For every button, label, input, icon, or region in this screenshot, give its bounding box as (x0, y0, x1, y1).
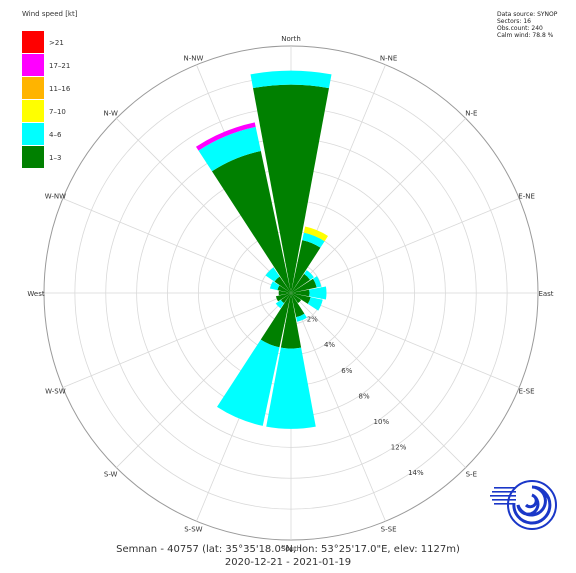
sector-n-nw-band-1 (211, 151, 291, 293)
sector-s-w-band-1 (280, 293, 291, 304)
info-line-source: Data source: SYNOP (497, 11, 558, 18)
info-block: Data source: SYNOP Sectors: 16 Obs.count… (497, 11, 558, 39)
direction-label-n-nw: N-NW (183, 54, 203, 62)
legend: Wind speed [kt] >21 17–21 11–16 7–10 4–6 1–3 (22, 10, 78, 168)
legend-swatch (22, 31, 44, 53)
direction-label-n-w: N-W (103, 110, 117, 118)
direction-label-s-w: S-W (104, 470, 118, 478)
direction-label-north: North (281, 35, 301, 43)
direction-label-n-e: N-E (465, 110, 477, 118)
sector-w-nw-band-1 (277, 285, 291, 293)
legend-label: >21 (49, 39, 64, 47)
sector-n-w-band-1 (274, 276, 291, 293)
legend-label: 7–10 (49, 108, 66, 116)
sector-south-band-2 (266, 347, 316, 429)
legend-label: 1–3 (49, 154, 61, 162)
info-line-obs-count: Obs.count: 240 (497, 25, 543, 32)
direction-label-w-nw: W-NW (45, 192, 66, 200)
ring-label: 10% (374, 418, 390, 426)
sector-s-sw-band-1 (260, 293, 291, 348)
station-caption: Semnan - 40757 (lat: 35°35'18.0"N, lon: … (116, 544, 460, 555)
sector-n-e-band-1 (291, 273, 311, 293)
direction-label-s-se: S-SE (381, 526, 397, 534)
direction-label-n-ne: N-NE (380, 54, 397, 62)
legend-label: 11–16 (49, 85, 71, 93)
sector-north-band-1 (253, 84, 329, 293)
legend-swatch (22, 77, 44, 99)
direction-label-w-sw: W-SW (45, 388, 66, 396)
ring-label: 6% (341, 367, 352, 375)
sector-n-nw-band-5 (195, 122, 256, 151)
legend-swatch (22, 100, 44, 122)
direction-label-e-se: E-SE (519, 388, 535, 396)
legend-items: >21 17–21 11–16 7–10 4–6 1–3 (22, 31, 71, 168)
grid-spoke (290, 292, 386, 522)
sector-north-band-2 (250, 70, 332, 89)
sector-s-se-band-2 (296, 313, 307, 322)
sector-n-nw-band-2 (198, 126, 261, 172)
grid-spoke (290, 292, 520, 388)
meteorological-organization-logo-icon (490, 480, 557, 530)
legend-swatch (22, 146, 44, 168)
sector-e-se-band-1 (291, 293, 311, 304)
sector-n-ne-band-2 (302, 232, 325, 248)
sector-n-ne-band-3 (303, 226, 328, 242)
ring-labels: 2% 4% 6% 8% 10% 12% 14% (307, 316, 424, 478)
sector-n-w-band-2 (265, 267, 280, 282)
sector-south-band-1 (280, 293, 302, 349)
legend-title: Wind speed [kt] (22, 10, 78, 18)
ring-label: 8% (359, 392, 370, 400)
sector-n-ne-band-1 (291, 240, 321, 293)
direction-label-south: South (281, 545, 301, 553)
direction-label-s-sw: S-SW (184, 526, 202, 534)
direction-label-east: East (538, 290, 553, 298)
sector-e-ne-band-1 (291, 278, 317, 293)
ring-label: 14% (408, 469, 424, 477)
legend-label: 4–6 (49, 131, 62, 139)
direction-label-west: West (27, 290, 44, 298)
ring-label: 12% (391, 444, 407, 452)
legend-swatch (22, 54, 44, 76)
legend-label: 17–21 (49, 62, 70, 70)
sector-n-e-band-2 (304, 270, 314, 280)
direction-label-e-ne: E-NE (518, 192, 535, 200)
grid-spoke (62, 198, 292, 294)
ring-label: 2% (307, 316, 318, 324)
grid-spoke (62, 292, 292, 388)
sector-east-band-2 (309, 286, 327, 300)
info-line-calm-wind: Calm wind: 78.8 % (497, 32, 554, 39)
sector-east-band-1 (291, 289, 310, 297)
sector-w-nw-band-2 (269, 281, 280, 291)
sector-s-sw-band-2 (217, 339, 280, 426)
sector-e-se-band-2 (307, 297, 323, 311)
ring-label: 4% (324, 341, 335, 349)
sector-s-se-band-1 (291, 293, 305, 318)
wind-sectors (195, 70, 332, 429)
sector-s-w-band-2 (275, 299, 285, 309)
grid-spoke (116, 292, 292, 468)
sector-e-ne-band-2 (313, 276, 322, 288)
direction-labels: North N-NE N-E E-NE East E-SE S-E S-SE South S-SW… (27, 35, 553, 553)
period-caption: 2020-12-21 - 2021-01-19 (225, 557, 351, 568)
direction-label-s-e: S-E (466, 470, 477, 478)
sector-west-band-1 (278, 290, 291, 296)
grid-spoke (116, 118, 292, 294)
grid-spoke (290, 198, 520, 294)
legend-swatch (22, 123, 44, 145)
grid-spoke (290, 292, 466, 468)
grid-spoke (290, 118, 466, 294)
info-line-sectors: Sectors: 16 (497, 18, 531, 25)
sector-s-e-band-1 (291, 293, 302, 304)
sector-w-sw-band-1 (275, 293, 291, 302)
